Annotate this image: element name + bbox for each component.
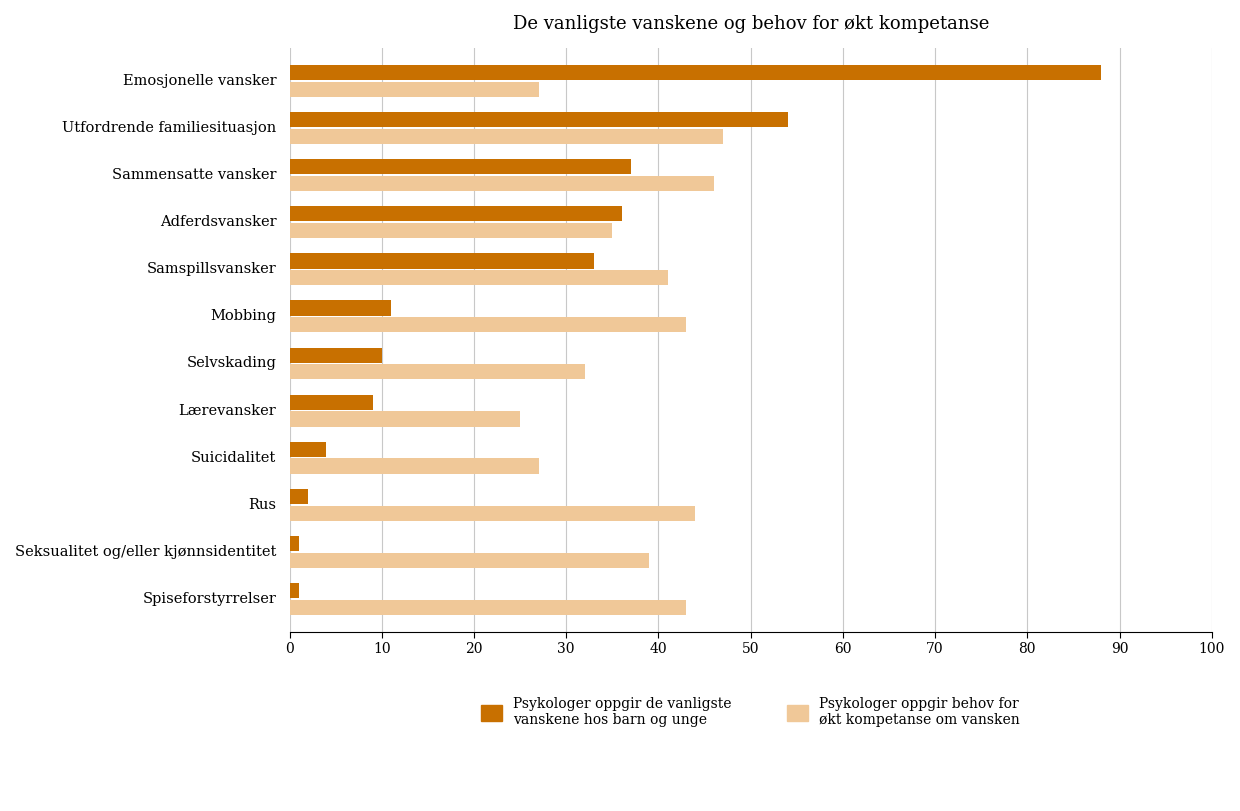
Bar xyxy=(290,458,538,474)
Bar xyxy=(290,254,594,268)
Bar xyxy=(290,364,585,380)
Bar xyxy=(290,66,1101,80)
Bar xyxy=(290,441,326,457)
Bar xyxy=(290,301,391,315)
Bar xyxy=(290,394,372,410)
Bar xyxy=(290,411,520,427)
Bar xyxy=(290,207,621,221)
Bar xyxy=(290,82,538,97)
Bar xyxy=(290,176,714,191)
Bar xyxy=(290,347,382,363)
Bar xyxy=(290,552,650,568)
Bar xyxy=(290,505,696,521)
Bar xyxy=(290,113,787,127)
Bar xyxy=(290,129,723,144)
Bar xyxy=(290,582,299,598)
Bar xyxy=(290,223,613,238)
Bar xyxy=(290,270,667,285)
Bar xyxy=(290,535,299,551)
Bar xyxy=(290,488,308,504)
Bar xyxy=(290,317,686,333)
Bar xyxy=(290,599,686,615)
Legend: Psykologer oppgir de vanligste
vanskene hos barn og unge, Psykologer oppgir beho: Psykologer oppgir de vanligste vanskene … xyxy=(481,697,1021,727)
Title: De vanligste vanskene og behov for økt kompetanse: De vanligste vanskene og behov for økt k… xyxy=(512,15,988,33)
Bar xyxy=(290,160,631,174)
